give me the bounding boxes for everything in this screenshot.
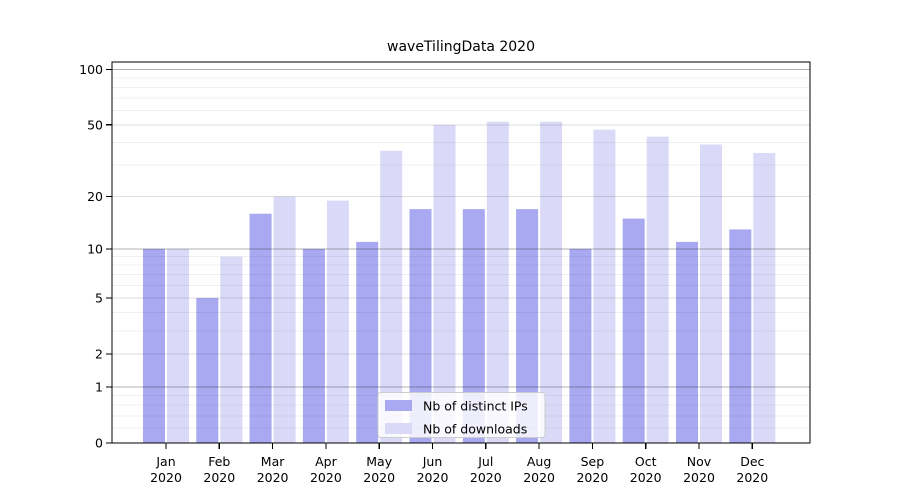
legend-label: Nb of downloads: [423, 422, 527, 437]
bar-downloads: [167, 248, 189, 443]
bar-downloads: [220, 256, 243, 443]
x-tick-label-month: May: [366, 454, 392, 469]
bar-downloads: [646, 136, 669, 443]
x-tick-label-month: Apr: [315, 454, 337, 469]
bar-downloads: [540, 121, 563, 443]
x-tick-label-year: 2020: [257, 470, 289, 485]
bar-downloads: [700, 144, 722, 443]
y-tick-label: 50: [87, 117, 103, 132]
x-tick-label-year: 2020: [683, 470, 715, 485]
x-tick-label-year: 2020: [310, 470, 342, 485]
x-tick-label-month: Sep: [581, 454, 605, 469]
y-tick-label: 100: [79, 62, 103, 77]
y-tick-label: 20: [87, 189, 103, 204]
x-tick-label-month: Oct: [635, 454, 657, 469]
y-tick-label: 2: [95, 347, 103, 362]
x-tick-label-month: Jul: [477, 454, 493, 469]
x-tick-label-month: Aug: [527, 454, 551, 469]
bar-downloads: [433, 124, 456, 444]
x-tick-label-month: Jun: [422, 454, 443, 469]
x-tick-label-year: 2020: [630, 470, 662, 485]
x-tick-label-year: 2020: [576, 470, 608, 485]
bar-distinct-ips: [569, 248, 592, 443]
y-tick-label: 10: [87, 241, 103, 256]
chart-title: waveTilingData 2020: [387, 39, 535, 55]
x-tick-label-year: 2020: [470, 470, 502, 485]
x-tick-label-year: 2020: [736, 470, 768, 485]
x-tick-label-year: 2020: [203, 470, 235, 485]
x-tick-label-year: 2020: [523, 470, 555, 485]
bar-distinct-ips: [622, 218, 645, 443]
bar-downloads: [593, 129, 616, 443]
bar-distinct-ips: [356, 241, 379, 443]
bar-downloads: [273, 196, 296, 443]
bar-downloads: [753, 153, 776, 443]
x-tick-label-month: Feb: [208, 454, 230, 469]
y-tick-label: 1: [95, 379, 103, 394]
x-tick-label-month: Nov: [687, 454, 712, 469]
plot-frame: [111, 61, 811, 444]
x-tick-label-month: Jan: [155, 454, 175, 469]
legend-label: Nb of distinct IPs: [423, 399, 528, 414]
legend-swatch: [385, 400, 412, 411]
x-tick-label-year: 2020: [363, 470, 395, 485]
bar-distinct-ips: [676, 241, 698, 443]
bar-distinct-ips: [249, 213, 272, 443]
x-tick-label-month: Mar: [261, 454, 285, 469]
bar-downloads: [380, 150, 403, 444]
x-tick-label-year: 2020: [417, 470, 449, 485]
bar-distinct-ips: [409, 209, 432, 443]
bar-distinct-ips: [462, 209, 485, 443]
legend-box: [377, 392, 546, 438]
legend-swatch: [385, 423, 412, 434]
bar-distinct-ips: [196, 298, 219, 443]
y-tick-label: 5: [95, 291, 103, 306]
bar-distinct-ips: [516, 209, 539, 443]
bar-distinct-ips: [143, 248, 165, 443]
x-tick-label-month: Dec: [740, 454, 764, 469]
bar-distinct-ips: [729, 229, 752, 443]
y-tick-label: 0: [95, 436, 103, 451]
bar-downloads: [486, 121, 509, 443]
bar-downloads: [326, 200, 349, 443]
bar-distinct-ips: [302, 248, 325, 443]
x-tick-label-year: 2020: [150, 470, 182, 485]
